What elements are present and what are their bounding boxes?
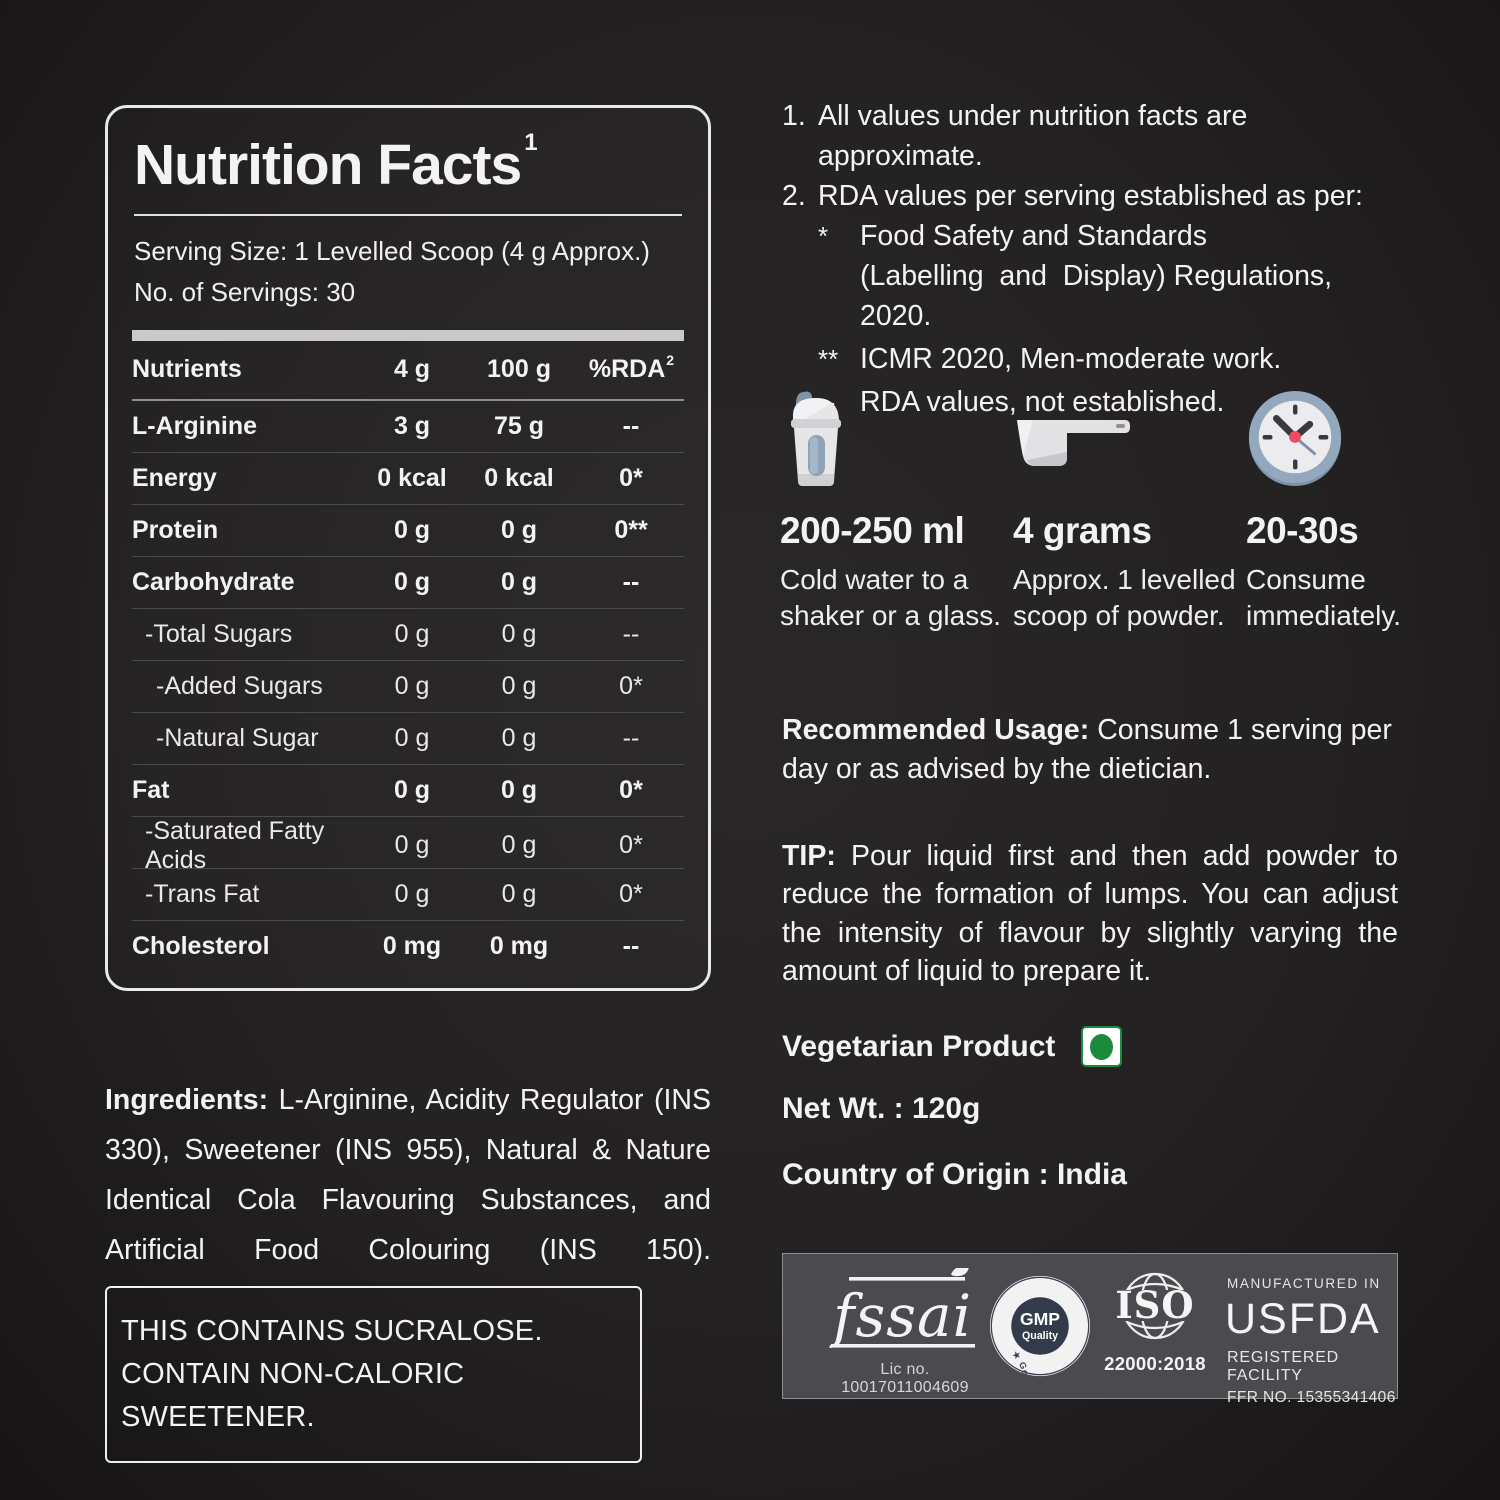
header-rda-footnote: 2: [666, 352, 675, 369]
fssai-license-number: Lic no. 10017011004609: [841, 1361, 969, 1396]
iso-standard-number: 22000:2018: [1104, 1353, 1206, 1374]
usfda-ffr-number: FFR NO. 15355341406: [1227, 1389, 1396, 1406]
usfda-line-facility: REGISTERED FACILITY: [1227, 1349, 1340, 1384]
table-row: Cholesterol 0 mg 0 mg --: [132, 919, 684, 972]
clock-icon: [1246, 388, 1479, 488]
tip-label: TIP:: [782, 839, 836, 872]
svg-text:Quality: Quality: [1022, 1330, 1058, 1342]
serving-size-text: Serving Size: 1 Levelled Scoop (4 g Appr…: [134, 235, 650, 266]
table-header-row: Nutrients 4 g 100 g %RDA2: [132, 341, 684, 401]
step-caption: Approx. 1 levelled scoop of powder.: [1013, 564, 1236, 631]
nutrition-facts-panel: Nutrition Facts 1 Serving Size: 1 Levelle…: [105, 105, 711, 991]
warning-line-2: CONTAIN NON-CALORIC SWEETENER.: [121, 1358, 465, 1433]
header-per-serving: 4 g: [393, 355, 431, 384]
header-per-100g: 100 g: [487, 355, 551, 384]
panel-title: Nutrition Facts 1: [134, 130, 684, 197]
recommended-usage-text: Recommended Usage: Consume 1 serving per…: [782, 713, 1392, 785]
warning-line-1: THIS CONTAINS SUCRALOSE.: [121, 1315, 543, 1347]
ingredients-label: Ingredients:: [105, 1083, 269, 1116]
note-subitem: * Food Safety and Standards: [818, 220, 1207, 252]
note-subitem-continuation: (Labelling and Display) Regulations, 202…: [860, 260, 1333, 332]
gmp-seal: ★ Good Manufacturing Practice Certificat…: [936, 1275, 1091, 1430]
shaker-icon: [780, 388, 1013, 488]
section-separator-bar: [132, 329, 684, 341]
step-powder: 4 grams Approx. 1 levelled scoop of powd…: [1013, 388, 1246, 634]
step-water: 200-250 ml Cold water to a shaker or a g…: [780, 388, 1013, 634]
vegetarian-label: Vegetarian Product: [782, 1029, 1056, 1063]
sweetener-warning-box: THIS CONTAINS SUCRALOSE. CONTAIN NON-CAL…: [105, 1286, 642, 1463]
servings-count-text: No. of Servings: 30: [134, 276, 356, 307]
step-value: 20-30s: [1246, 510, 1359, 551]
scoop-icon: [1013, 388, 1246, 488]
panel-title-footnote: 1: [524, 129, 537, 156]
usage-steps: 200-250 ml Cold water to a shaker or a g…: [780, 388, 1420, 634]
table-row: L-Arginine 3 g 75 g --: [132, 411, 640, 440]
note-item: 1. All values under nutrition facts are …: [782, 100, 1248, 172]
net-weight-line: Net Wt. : 120g: [782, 1092, 981, 1125]
usfda-name: USFDA: [1225, 1295, 1381, 1343]
ingredients-text: Ingredients: L-Arginine, Acidity Regulat…: [105, 1083, 711, 1266]
header-rda: %RDA2: [578, 352, 684, 384]
usfda-line-manufactured: MANUFACTURED IN: [1227, 1276, 1381, 1291]
usfda-badge: MANUFACTURED IN USFDA REGISTERED FACILIT…: [1225, 1276, 1397, 1407]
recommended-usage-label: Recommended Usage:: [782, 713, 1090, 746]
note-subitem: -- RDA values, not established.: [818, 386, 1225, 418]
country-of-origin-line: Country of Origin : India: [782, 1158, 1127, 1191]
svg-text:GMP: GMP: [1020, 1309, 1060, 1329]
note-item: 2. RDA values per serving established as…: [782, 180, 1363, 212]
table-row: Energy 0 kcal 0 kcal 0*: [132, 451, 684, 504]
step-caption: Cold water to a shaker or a glass.: [780, 564, 1001, 631]
note-subitem: ** ICMR 2020, Men-moderate work.: [818, 343, 1282, 375]
header-nutrients: Nutrients: [132, 355, 242, 384]
header-rda-text: %RDA: [588, 355, 666, 384]
svg-text:ISO: ISO: [1115, 1283, 1194, 1327]
fssai-logo: fssai Lic no. 10017011004609: [825, 1265, 985, 1397]
title-divider: [134, 213, 682, 216]
certifications-strip: fssai Lic no. 10017011004609 ★ Good Manu…: [782, 1253, 1398, 1430]
panel-title-text: Nutrition Facts: [134, 133, 522, 197]
footnotes-list: 1. All values under nutrition facts are …: [782, 96, 1402, 422]
step-value: 4 grams: [1013, 510, 1152, 551]
step-value: 200-250 ml: [780, 510, 965, 551]
step-time: 20-30s Consume immediately.: [1246, 388, 1479, 634]
vegetarian-line: Vegetarian Product: [782, 1026, 1123, 1067]
step-caption: Consume immediately.: [1246, 564, 1402, 631]
iso-logo: ISO 22000:2018: [1099, 1264, 1211, 1375]
veg-mark-icon: [1081, 1026, 1123, 1067]
svg-text:fssai: fssai: [829, 1282, 972, 1350]
tip-text: TIP: Pour liquid first and then add powd…: [782, 839, 1398, 988]
